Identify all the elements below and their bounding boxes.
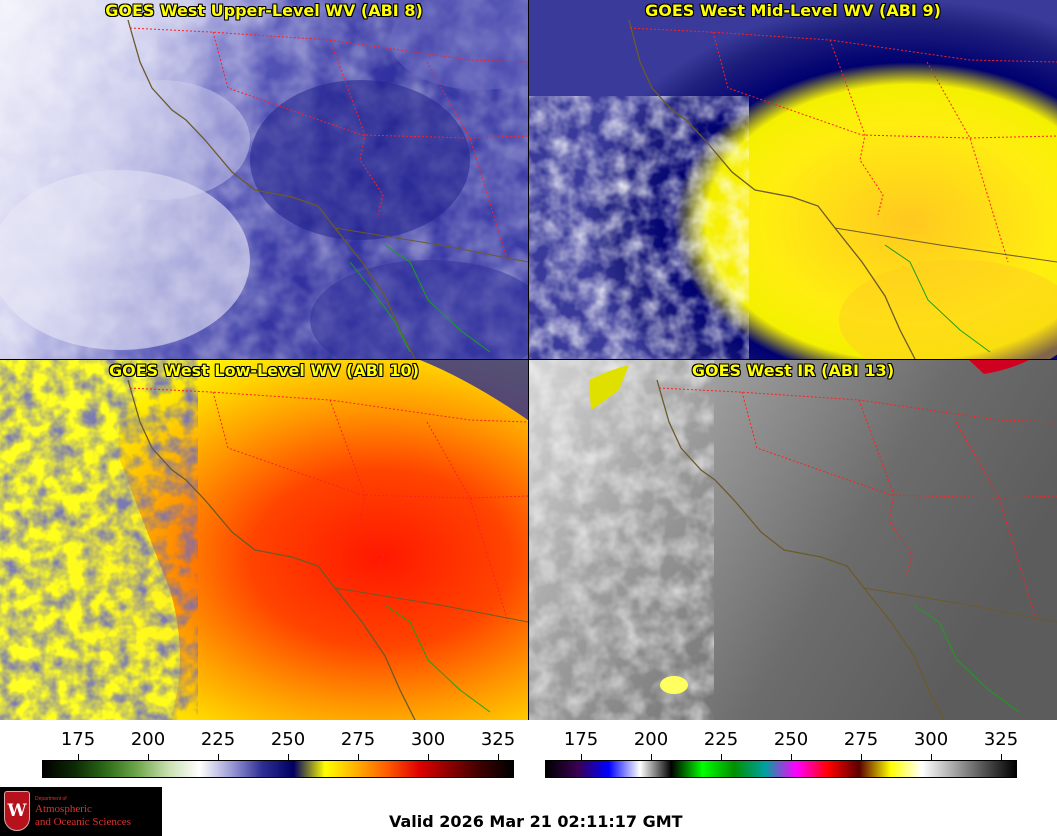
wv-tick-mark	[78, 754, 79, 760]
ir-tick-mark	[581, 754, 582, 760]
ir-tick-label: 300	[913, 729, 949, 750]
ir-tick-label: 250	[773, 729, 809, 750]
upper-level-wv-image	[0, 0, 528, 359]
ir-colorbar	[545, 760, 1017, 778]
logo-department-text: Department of	[35, 796, 67, 802]
uw-crest-icon: W	[4, 791, 30, 831]
panel-divider-horizontal	[0, 359, 1057, 360]
ir-tick-mark	[721, 754, 722, 760]
wv-tick-mark	[218, 754, 219, 760]
ir-tick-label: 225	[703, 729, 739, 750]
wv-colorbar	[42, 760, 514, 778]
valid-time-label: Valid 2026 Mar 21 02:11:17 GMT	[389, 812, 683, 831]
ir-tick-label: 175	[563, 729, 599, 750]
wv-tick-mark	[428, 754, 429, 760]
wv-tick-label: 200	[130, 729, 166, 750]
wv-tick-mark	[358, 754, 359, 760]
wv-tick-mark	[288, 754, 289, 760]
wv-tick-label: 250	[270, 729, 306, 750]
wv-tick-mark	[148, 754, 149, 760]
ir-tick-mark	[861, 754, 862, 760]
panel-title: GOES West Upper-Level WV (ABI 8)	[105, 1, 423, 20]
wv-tick-label: 325	[480, 729, 516, 750]
panel-title: GOES West Low-Level WV (ABI 10)	[108, 361, 419, 380]
mid-level-wv-image	[529, 0, 1057, 359]
panel-title: GOES West Mid-Level WV (ABI 9)	[645, 1, 941, 20]
panel-title: GOES West IR (ABI 13)	[691, 361, 895, 380]
wv-tick-mark	[498, 754, 499, 760]
ir-colorbar-ticks: 175 200 225 250 275 300 325	[545, 729, 1019, 760]
uw-aos-logo: W Department of Atmospheric and Oceanic …	[0, 787, 162, 836]
low-level-wv-image	[0, 360, 528, 720]
wv-colorbar-ticks: 175 200 225 250 275 300 325	[42, 729, 516, 760]
ir-tick-label: 275	[843, 729, 879, 750]
panel-ir: GOES West IR (ABI 13)	[529, 360, 1057, 720]
panel-mid-level-wv: GOES West Mid-Level WV (ABI 9)	[529, 0, 1057, 359]
ir-tick-mark	[931, 754, 932, 760]
ir-tick-mark	[791, 754, 792, 760]
logo-line1: Atmospheric	[35, 803, 92, 815]
wv-tick-label: 225	[200, 729, 236, 750]
panel-divider-vertical	[528, 0, 529, 720]
wv-tick-label: 175	[60, 729, 96, 750]
ir-image	[529, 360, 1057, 720]
ir-tick-mark	[651, 754, 652, 760]
wv-tick-label: 275	[340, 729, 376, 750]
ir-tick-mark	[1001, 754, 1002, 760]
panel-upper-level-wv: GOES West Upper-Level WV (ABI 8)	[0, 0, 528, 359]
ir-tick-label: 325	[983, 729, 1019, 750]
wv-tick-label: 300	[410, 729, 446, 750]
logo-line2: and Oceanic Sciences	[35, 816, 131, 828]
panel-low-level-wv: GOES West Low-Level WV (ABI 10)	[0, 360, 528, 720]
ir-tick-label: 200	[633, 729, 669, 750]
